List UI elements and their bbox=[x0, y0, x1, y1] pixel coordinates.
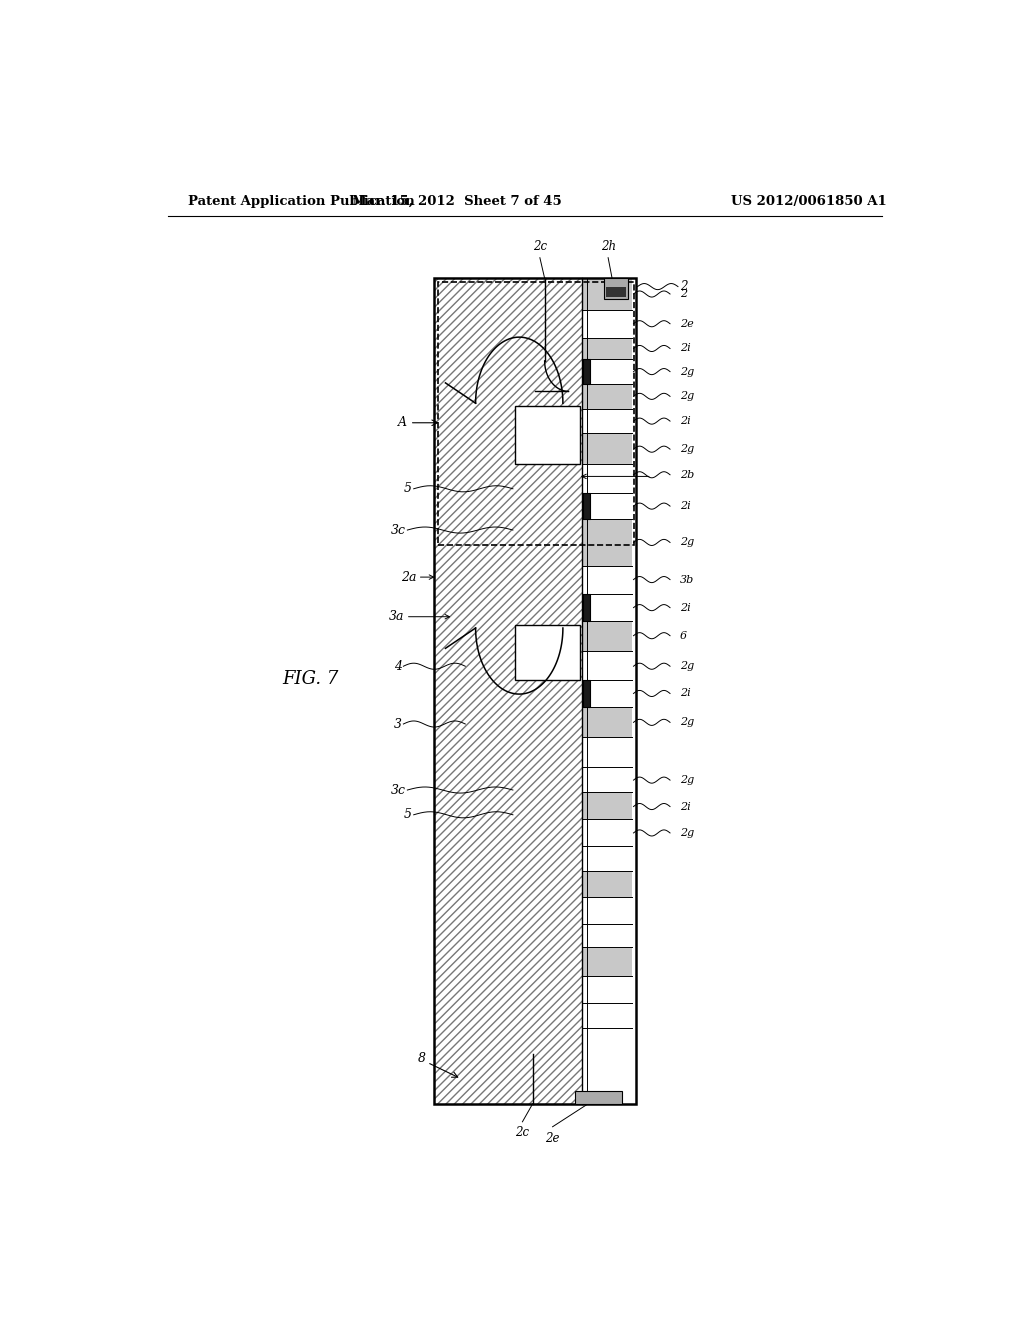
Bar bbox=[604, 279, 628, 298]
Bar bbox=[582, 279, 632, 1104]
Text: 2g: 2g bbox=[680, 537, 694, 548]
Text: 6: 6 bbox=[680, 631, 687, 640]
Bar bbox=[582, 433, 632, 465]
Text: 4: 4 bbox=[394, 660, 401, 673]
Text: 2i: 2i bbox=[680, 343, 690, 354]
Bar bbox=[574, 1092, 623, 1104]
Bar bbox=[582, 708, 632, 737]
Text: 2a: 2a bbox=[400, 570, 416, 583]
Text: 2h: 2h bbox=[600, 240, 615, 253]
Text: 2i: 2i bbox=[680, 416, 690, 426]
Text: 2e: 2e bbox=[680, 318, 693, 329]
Bar bbox=[582, 279, 632, 310]
Bar bbox=[582, 620, 632, 651]
Text: 5: 5 bbox=[404, 808, 412, 821]
Text: 2g: 2g bbox=[680, 444, 694, 454]
Bar bbox=[515, 624, 581, 680]
Bar bbox=[433, 279, 636, 1104]
Text: 3c: 3c bbox=[391, 784, 406, 796]
Text: 3: 3 bbox=[394, 718, 401, 730]
Text: 2c: 2c bbox=[532, 240, 547, 253]
Text: 2g: 2g bbox=[680, 828, 694, 838]
Bar bbox=[583, 492, 590, 519]
Bar bbox=[437, 282, 634, 545]
Bar bbox=[582, 338, 632, 359]
Text: 2: 2 bbox=[680, 289, 687, 300]
Bar bbox=[606, 286, 627, 297]
Bar bbox=[515, 407, 581, 465]
Text: 2i: 2i bbox=[680, 502, 690, 511]
Text: Mar. 15, 2012  Sheet 7 of 45: Mar. 15, 2012 Sheet 7 of 45 bbox=[352, 194, 562, 207]
Text: Patent Application Publication: Patent Application Publication bbox=[187, 194, 415, 207]
Bar bbox=[582, 946, 632, 975]
Text: 2g: 2g bbox=[680, 661, 694, 672]
Text: 2e: 2e bbox=[546, 1131, 560, 1144]
Bar bbox=[582, 384, 632, 409]
Bar bbox=[582, 519, 632, 565]
Bar bbox=[583, 594, 590, 620]
Bar bbox=[583, 359, 590, 384]
Text: 2g: 2g bbox=[680, 775, 694, 785]
Text: 2b: 2b bbox=[680, 470, 694, 479]
Text: 2g: 2g bbox=[680, 391, 694, 401]
Bar bbox=[582, 871, 632, 898]
Text: 3a: 3a bbox=[389, 610, 404, 623]
Bar bbox=[582, 792, 632, 818]
Text: 3c: 3c bbox=[391, 524, 406, 536]
Text: 2i: 2i bbox=[680, 603, 690, 612]
Text: 8: 8 bbox=[418, 1052, 426, 1065]
Text: 2g: 2g bbox=[680, 717, 694, 727]
Text: 5: 5 bbox=[404, 482, 412, 495]
Text: 2c: 2c bbox=[515, 1126, 529, 1139]
Text: 2i: 2i bbox=[680, 689, 690, 698]
Text: US 2012/0061850 A1: US 2012/0061850 A1 bbox=[731, 194, 887, 207]
Bar bbox=[583, 680, 590, 708]
Text: 3b: 3b bbox=[680, 574, 694, 585]
Bar bbox=[433, 279, 582, 1104]
Text: 2i: 2i bbox=[680, 801, 690, 812]
Text: FIG. 7: FIG. 7 bbox=[283, 669, 339, 688]
Text: 2: 2 bbox=[680, 280, 687, 293]
Text: 2g: 2g bbox=[680, 367, 694, 376]
Text: A: A bbox=[398, 416, 408, 429]
